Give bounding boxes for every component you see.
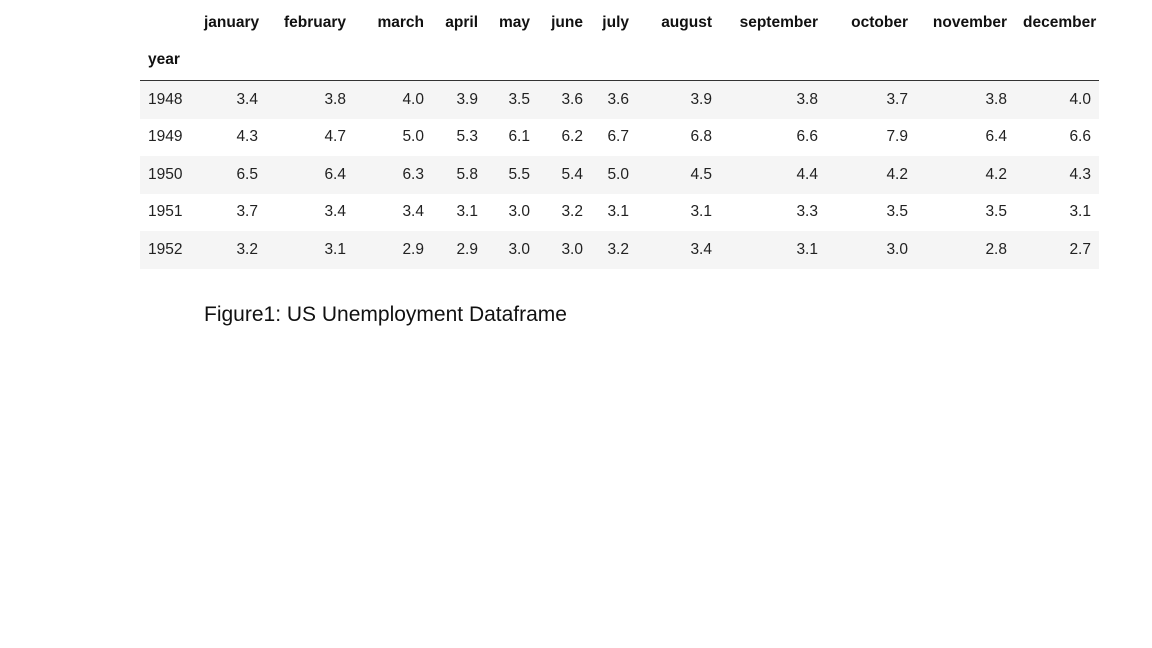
table-cell: 2.9 — [402, 240, 424, 258]
unemployment-dataframe: january february march april may june ju… — [140, 6, 1099, 269]
row-index: 1952 — [148, 240, 183, 258]
table-cell: 6.6 — [796, 128, 818, 146]
table-cell: 4.0 — [402, 90, 424, 108]
table-cell: 5.0 — [607, 165, 629, 183]
column-header: march — [377, 13, 424, 31]
table-cell: 4.7 — [324, 128, 346, 146]
column-header: january — [204, 13, 260, 31]
table-cell: 5.4 — [561, 165, 583, 183]
table-cell: 3.8 — [985, 90, 1007, 108]
table-cell: 4.4 — [796, 165, 818, 183]
table-cell: 3.9 — [690, 90, 712, 108]
table-cell: 6.4 — [985, 128, 1007, 146]
column-header: november — [932, 13, 1007, 31]
table-cell: 3.1 — [456, 203, 478, 221]
table-cell: 3.8 — [324, 90, 346, 108]
column-header-row: january february march april may june ju… — [140, 6, 1099, 39]
figure-caption: Figure1: US Unemployment Dataframe — [204, 303, 567, 326]
column-header: september — [739, 13, 818, 31]
dataframe-container: january february march april may june ju… — [140, 6, 1099, 269]
table-cell: 5.5 — [508, 165, 530, 183]
table-body: 1948 3.4 3.8 4.0 3.9 3.5 3.6 3.6 3.9 3.8 3.7 3.8 4.0… — [140, 80, 1099, 269]
table-row: 1949 4.3 4.7 5.0 5.3 6.1 6.2 6.7 6.8 6.6 7.9 6.4 6.6 — [140, 118, 1099, 156]
row-index: 1949 — [148, 128, 183, 146]
table-cell: 4.2 — [886, 165, 908, 183]
table-cell: 2.7 — [1069, 240, 1091, 258]
row-index: 1948 — [148, 90, 183, 108]
table-cell: 3.9 — [456, 90, 478, 108]
table-cell: 6.4 — [324, 165, 346, 183]
table-cell: 3.2 — [236, 240, 258, 258]
table-cell: 3.7 — [236, 203, 258, 221]
index-name-row: year — [140, 39, 1099, 81]
table-cell: 3.1 — [607, 203, 629, 221]
table-cell: 6.1 — [508, 128, 530, 146]
column-header: july — [602, 13, 629, 31]
table-cell: 6.2 — [561, 128, 583, 146]
table-cell: 3.4 — [402, 203, 424, 221]
table-cell: 6.3 — [402, 165, 424, 183]
table-cell: 6.5 — [236, 165, 258, 183]
index-name-label: year — [140, 39, 196, 81]
table-cell: 3.5 — [886, 203, 908, 221]
table-cell: 4.3 — [1069, 165, 1091, 183]
table-row: 1948 3.4 3.8 4.0 3.9 3.5 3.6 3.6 3.9 3.8 3.7 3.8 4.0 — [140, 80, 1099, 119]
table-cell: 3.1 — [1069, 203, 1091, 221]
table-cell: 3.1 — [796, 240, 818, 258]
table-cell: 4.3 — [236, 128, 258, 146]
table-cell: 3.1 — [690, 203, 712, 221]
table-cell: 3.4 — [690, 240, 712, 258]
column-header: august — [661, 13, 712, 31]
table-cell: 3.5 — [985, 203, 1007, 221]
table-row: 1952 3.2 3.1 2.9 2.9 3.0 3.0 3.2 3.4 3.1 3.0 2.8 2.7 — [140, 231, 1099, 269]
header-corner — [140, 6, 196, 39]
table-cell: 3.0 — [508, 240, 530, 258]
table-cell: 3.4 — [236, 90, 258, 108]
table-cell: 5.3 — [456, 128, 478, 146]
table-cell: 3.1 — [324, 240, 346, 258]
table-cell: 5.0 — [402, 128, 424, 146]
table-cell: 3.2 — [607, 240, 629, 258]
column-header: december — [1023, 13, 1097, 31]
row-index: 1950 — [148, 165, 183, 183]
column-header: october — [851, 13, 908, 31]
table-cell: 3.6 — [561, 90, 583, 108]
table-cell: 5.8 — [456, 165, 478, 183]
table-cell: 3.8 — [796, 90, 818, 108]
table-cell: 2.9 — [456, 240, 478, 258]
column-header: may — [498, 13, 530, 31]
table-cell: 6.7 — [607, 128, 629, 146]
table-row: 1950 6.5 6.4 6.3 5.8 5.5 5.4 5.0 4.5 4.4 4.2 4.2 4.3 — [140, 156, 1099, 194]
table-cell: 3.4 — [324, 203, 346, 221]
table-cell: 3.3 — [796, 203, 818, 221]
table-row: 1951 3.7 3.4 3.4 3.1 3.0 3.2 3.1 3.1 3.3 3.5 3.5 3.1 — [140, 193, 1099, 231]
table-cell: 3.2 — [561, 203, 583, 221]
table-cell: 7.9 — [886, 128, 908, 146]
table-cell: 4.5 — [690, 165, 712, 183]
column-header: june — [551, 13, 583, 31]
table-cell: 6.6 — [1069, 128, 1091, 146]
table-cell: 2.8 — [985, 240, 1007, 258]
table-cell: 3.0 — [561, 240, 583, 258]
table-cell: 4.0 — [1069, 90, 1091, 108]
table-cell: 3.0 — [508, 203, 530, 221]
row-index: 1951 — [148, 203, 183, 221]
table-cell: 3.7 — [886, 90, 908, 108]
column-header: april — [445, 13, 478, 31]
table-cell: 6.8 — [690, 128, 712, 146]
table-cell: 4.2 — [985, 165, 1007, 183]
table-cell: 3.5 — [508, 90, 530, 108]
table-cell: 3.0 — [886, 240, 908, 258]
column-header: february — [283, 13, 346, 31]
table-cell: 3.6 — [607, 90, 629, 108]
